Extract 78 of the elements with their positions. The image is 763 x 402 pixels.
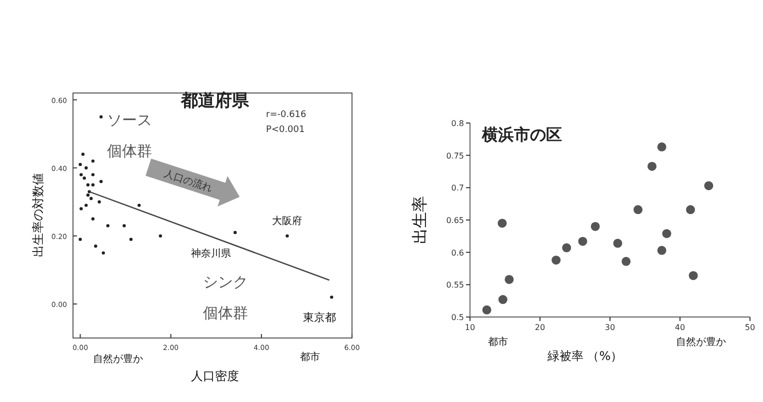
text: 都市 (300, 351, 320, 363)
text: 都市 (488, 336, 508, 348)
point (86, 193, 90, 197)
point (78, 238, 82, 241)
point (99, 115, 103, 118)
point (84, 166, 88, 170)
annotation: 個体群 (107, 142, 152, 160)
point (138, 204, 141, 207)
point (330, 296, 334, 299)
point (91, 159, 95, 163)
point (590, 222, 600, 231)
annotation: 人口の流れ (162, 168, 214, 195)
point (158, 234, 162, 238)
y-tick-label: 0.5 (451, 313, 464, 322)
point (498, 218, 507, 228)
text: 自然が豊か (93, 353, 143, 365)
point (98, 200, 101, 204)
point (688, 271, 698, 280)
point (99, 180, 103, 184)
point (482, 305, 492, 314)
x-tick-label: 30 (604, 323, 616, 332)
point (122, 224, 126, 228)
y-tick-label: 0.6 (451, 248, 464, 258)
point (504, 274, 514, 284)
annotation: ソース (107, 111, 152, 129)
point (498, 295, 508, 304)
chart-title: 都道府県 (180, 91, 250, 111)
point (657, 142, 666, 152)
point (613, 238, 622, 248)
y-axis-title: 出生率の対数値 (31, 173, 45, 257)
point (562, 243, 572, 252)
point (78, 162, 82, 166)
annotation: 大阪府 (272, 214, 302, 227)
point (91, 183, 95, 186)
x-axis-title: 人口密度 (191, 369, 239, 383)
y-tick-label: 0.7 (451, 184, 464, 193)
x-tick-label: 10 (464, 323, 476, 332)
y-tick-label: 0.75 (446, 151, 464, 160)
x-tick-label: 50 (744, 323, 756, 332)
point (622, 256, 631, 266)
annotation: P<0.001 (266, 125, 305, 135)
point (234, 230, 237, 234)
point (90, 196, 93, 200)
point (102, 251, 105, 255)
point (704, 181, 714, 190)
point (634, 205, 642, 214)
point (657, 246, 666, 255)
y-tick-label: 0.55 (446, 280, 464, 290)
y-axis-title: 出生率 (410, 196, 429, 244)
point (648, 162, 656, 171)
point (91, 173, 95, 176)
point (552, 256, 561, 265)
y-tick-label: 0.8 (451, 119, 464, 128)
annotation: 個体群 (203, 304, 248, 322)
point (662, 229, 672, 238)
annotation: 神奈川県 (191, 248, 232, 260)
y-tick-label: 0.65 (446, 216, 464, 225)
text: 自然が豊か (676, 336, 726, 348)
point (286, 234, 289, 238)
point (686, 205, 695, 214)
point (80, 173, 83, 176)
point (129, 238, 133, 241)
annotation: r=-0.616 (266, 110, 307, 120)
point (94, 244, 98, 248)
x-tick-label: 20 (534, 323, 546, 332)
point (106, 224, 110, 228)
x-axis-title: 緑被率 （%） (546, 349, 623, 363)
annotation: 東京都 (303, 311, 336, 324)
x-tick-label: 40 (674, 323, 686, 332)
point (82, 176, 86, 180)
point (578, 236, 588, 246)
chart-title: 横浜市の区 (481, 125, 562, 144)
point (84, 204, 88, 207)
point (91, 217, 95, 221)
point (80, 207, 83, 210)
point (81, 152, 85, 156)
annotation: シンク (203, 273, 248, 291)
point (86, 183, 90, 186)
